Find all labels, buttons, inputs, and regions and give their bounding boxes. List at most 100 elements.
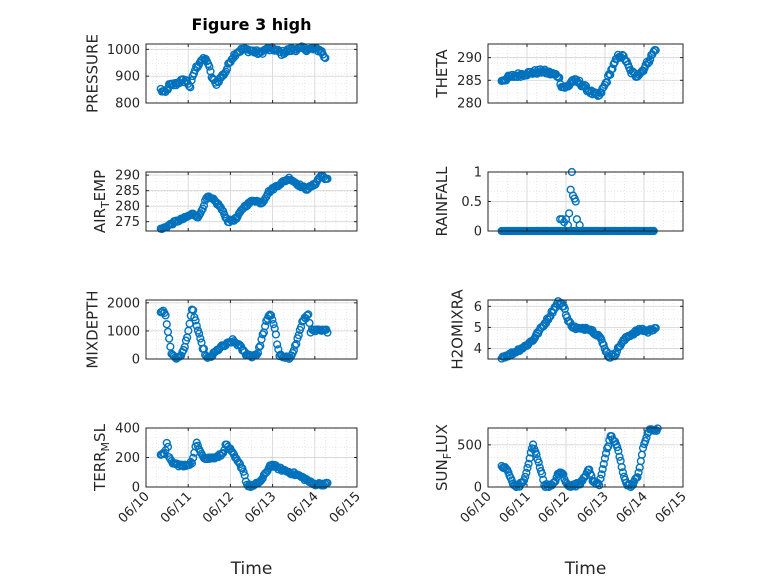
series-mixdepth xyxy=(156,305,332,363)
data-point xyxy=(565,317,574,326)
data-point xyxy=(321,53,330,63)
series-h2omixra xyxy=(497,297,660,363)
data-point xyxy=(272,340,282,349)
x-tick-label: 06/15 xyxy=(653,489,690,526)
axes-box xyxy=(145,171,358,232)
y-tick-label: 200 xyxy=(115,451,140,466)
data-point xyxy=(613,442,622,452)
data-point xyxy=(529,335,538,344)
y-tick-label: 5 xyxy=(474,321,482,336)
data-point xyxy=(251,47,260,57)
data-point xyxy=(524,459,533,468)
data-point xyxy=(598,465,607,474)
data-point xyxy=(521,472,530,481)
axes-box xyxy=(145,43,358,104)
data-point xyxy=(643,59,653,68)
y-tick-label: 290 xyxy=(115,169,140,184)
data-point xyxy=(261,322,270,331)
data-point xyxy=(651,46,660,55)
data-point xyxy=(596,474,605,483)
data-point xyxy=(631,474,640,484)
axes-box xyxy=(487,299,684,360)
data-point xyxy=(217,205,227,215)
data-point xyxy=(550,478,559,487)
y-tick-label: 290 xyxy=(457,51,482,66)
x-tick-label: 06/12 xyxy=(536,489,573,526)
y-tick-label: 0 xyxy=(474,225,482,240)
y-tick-label: 0 xyxy=(474,481,482,496)
data-point xyxy=(599,340,608,349)
data-point xyxy=(641,436,650,446)
data-point xyxy=(534,458,543,467)
data-point xyxy=(559,470,568,479)
data-point xyxy=(199,201,209,210)
data-point xyxy=(161,311,170,320)
data-point xyxy=(601,449,611,458)
data-point xyxy=(290,341,300,350)
y-tick-label: 0 xyxy=(132,481,140,496)
y-tick-label: 4 xyxy=(474,342,482,357)
series-air-temp xyxy=(156,171,332,234)
data-point xyxy=(563,221,573,230)
axes-box xyxy=(145,299,358,360)
data-point xyxy=(618,50,627,60)
data-point xyxy=(551,476,560,486)
data-point xyxy=(539,67,548,76)
data-point xyxy=(238,464,247,473)
y-tick-label: 0 xyxy=(132,353,140,368)
y-tick-label: 1 xyxy=(474,166,482,181)
x-tick-label: 06/15 xyxy=(327,489,364,526)
data-point xyxy=(220,69,229,78)
axes-box xyxy=(487,427,684,488)
x-tick-label: 06/12 xyxy=(200,489,237,526)
data-point xyxy=(618,468,627,477)
data-point xyxy=(162,438,171,448)
data-point xyxy=(239,467,248,476)
data-point xyxy=(646,55,655,64)
data-point xyxy=(615,452,624,461)
y-tick-label: 1000 xyxy=(107,43,140,58)
data-point xyxy=(575,221,584,230)
y-axis-label: MIXDEPTH xyxy=(84,290,102,368)
y-axis-label: RAINFALL xyxy=(433,166,451,237)
series-sun-flux xyxy=(497,424,662,492)
data-point xyxy=(191,316,200,325)
data-point xyxy=(617,462,626,472)
x-tick-label: 06/11 xyxy=(497,489,534,526)
y-tick-label: 6 xyxy=(474,300,482,315)
data-point xyxy=(599,459,608,469)
data-point xyxy=(323,328,332,337)
y-tick-label: 1000 xyxy=(107,324,140,339)
data-point xyxy=(636,457,645,466)
data-point xyxy=(253,348,263,358)
data-point xyxy=(271,330,280,339)
y-axis-label: SUNFLUX xyxy=(433,424,454,491)
data-point xyxy=(523,463,532,473)
data-point xyxy=(165,334,174,343)
subplot-rainfall: 0 0.5 1 RAINFALL xyxy=(433,166,684,240)
x-tick-label: 06/13 xyxy=(575,489,612,526)
data-point xyxy=(268,315,277,324)
subplot-pressure: 800 900 1000 PRESSURE Figure 3 high xyxy=(84,15,358,113)
x-tick-label: 06/14 xyxy=(614,489,651,526)
y-tick-label: 900 xyxy=(115,70,140,85)
data-point xyxy=(638,443,648,453)
data-point xyxy=(163,442,173,451)
data-point xyxy=(267,311,276,320)
data-point xyxy=(600,454,610,463)
y-tick-label: 285 xyxy=(115,184,140,199)
y-tick-label: 500 xyxy=(457,438,482,453)
data-point xyxy=(634,468,643,477)
y-tick-label: 285 xyxy=(457,74,482,89)
y-tick-label: 400 xyxy=(115,422,140,437)
data-point xyxy=(532,450,541,459)
series-theta xyxy=(497,46,660,101)
data-point xyxy=(186,457,195,467)
data-point xyxy=(235,459,245,469)
data-point xyxy=(292,339,301,349)
x-tick-label: 06/14 xyxy=(285,489,322,526)
